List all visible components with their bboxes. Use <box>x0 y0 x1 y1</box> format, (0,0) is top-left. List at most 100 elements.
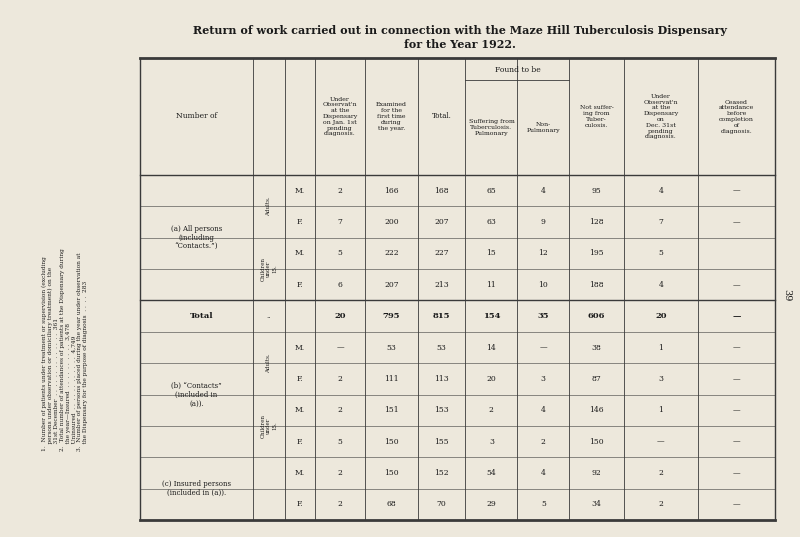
Text: 2: 2 <box>338 469 342 477</box>
Text: Ceased
attendance
before
completion
of
diagnosis.: Ceased attendance before completion of d… <box>719 99 754 134</box>
Text: 14: 14 <box>486 344 496 352</box>
Text: M.: M. <box>295 469 305 477</box>
Text: for the Year 1922.: for the Year 1922. <box>404 39 516 49</box>
Text: —: — <box>657 438 665 446</box>
Text: 87: 87 <box>592 375 602 383</box>
Text: 3: 3 <box>489 438 494 446</box>
Text: 213: 213 <box>434 281 449 289</box>
Text: 65: 65 <box>486 187 496 195</box>
Text: 188: 188 <box>589 281 604 289</box>
Text: Children
under
15.: Children under 15. <box>261 414 277 438</box>
Text: ..: .. <box>266 312 271 320</box>
Text: M.: M. <box>295 406 305 414</box>
Text: M.: M. <box>295 344 305 352</box>
Text: 9: 9 <box>541 218 546 226</box>
Text: 150: 150 <box>384 469 398 477</box>
Text: 12: 12 <box>538 249 548 257</box>
Text: 4: 4 <box>541 406 546 414</box>
Text: —: — <box>733 281 740 289</box>
Text: 6: 6 <box>338 281 342 289</box>
Text: M.: M. <box>295 187 305 195</box>
Text: —: — <box>733 187 740 195</box>
Text: 15: 15 <box>486 249 496 257</box>
Text: M.: M. <box>295 249 305 257</box>
Text: 150: 150 <box>589 438 604 446</box>
Text: Not suffer-
ing from
Tuber-
culosis.: Not suffer- ing from Tuber- culosis. <box>579 105 614 128</box>
Text: 7: 7 <box>658 218 663 226</box>
Text: 3: 3 <box>658 375 663 383</box>
Text: 5: 5 <box>338 438 342 446</box>
Text: (c) Insured persons
(included in (a)).: (c) Insured persons (included in (a)). <box>162 480 231 497</box>
Text: 2: 2 <box>338 406 342 414</box>
Text: 3: 3 <box>541 375 546 383</box>
Text: 1: 1 <box>658 344 663 352</box>
Text: (a) All persons
(including
“Contacts.”): (a) All persons (including “Contacts.”) <box>171 224 222 251</box>
Text: 68: 68 <box>386 500 396 509</box>
Text: 111: 111 <box>384 375 398 383</box>
Text: 154: 154 <box>482 312 500 320</box>
Text: —: — <box>732 312 741 320</box>
Text: 20: 20 <box>486 375 496 383</box>
Text: F.: F. <box>297 500 303 509</box>
Text: F.: F. <box>297 218 303 226</box>
Text: Under
Observat'n
at the
Dispensary
on
Dec. 31st
pending
diagnosis.: Under Observat'n at the Dispensary on De… <box>643 93 678 139</box>
Text: 207: 207 <box>434 218 449 226</box>
Text: (b) “Contacts”
(included in
(a)).: (b) “Contacts” (included in (a)). <box>171 381 222 408</box>
Text: 128: 128 <box>589 218 604 226</box>
Text: —: — <box>539 344 547 352</box>
Text: 1.  Number of patients under treatment or supervision (excluding
    persons und: 1. Number of patients under treatment or… <box>42 249 88 452</box>
Text: Found to be: Found to be <box>494 66 540 74</box>
Text: —: — <box>733 375 740 383</box>
Text: 168: 168 <box>434 187 449 195</box>
Text: F.: F. <box>297 438 303 446</box>
Text: 38: 38 <box>591 344 602 352</box>
Text: 200: 200 <box>384 218 398 226</box>
Text: Non-
Pulmonary: Non- Pulmonary <box>526 122 560 133</box>
Text: Adults.: Adults. <box>266 353 271 373</box>
Text: 195: 195 <box>589 249 604 257</box>
Text: 155: 155 <box>434 438 449 446</box>
Text: —: — <box>733 406 740 414</box>
Text: 2: 2 <box>338 375 342 383</box>
Text: 53: 53 <box>386 344 396 352</box>
Text: 2: 2 <box>338 500 342 509</box>
Text: 152: 152 <box>434 469 449 477</box>
Text: 166: 166 <box>384 187 398 195</box>
Text: 54: 54 <box>486 469 496 477</box>
Text: F.: F. <box>297 281 303 289</box>
Text: —: — <box>733 469 740 477</box>
Text: Total.: Total. <box>432 112 452 120</box>
Text: 207: 207 <box>384 281 398 289</box>
Text: 1: 1 <box>658 406 663 414</box>
Text: 5: 5 <box>658 249 663 257</box>
Text: Suffering from
Tuberculosis.
Pulmonary: Suffering from Tuberculosis. Pulmonary <box>469 119 514 136</box>
Text: 95: 95 <box>592 187 602 195</box>
Text: 2: 2 <box>658 500 663 509</box>
Text: Examined
for the
first time
during
the year.: Examined for the first time during the y… <box>376 103 407 130</box>
Text: 2: 2 <box>541 438 546 446</box>
Text: 53: 53 <box>437 344 446 352</box>
Text: 4: 4 <box>541 469 546 477</box>
Text: 4: 4 <box>658 281 663 289</box>
Text: Adults.: Adults. <box>266 197 271 216</box>
Text: 227: 227 <box>434 249 449 257</box>
Text: 92: 92 <box>592 469 602 477</box>
Text: 11: 11 <box>486 281 496 289</box>
Text: 151: 151 <box>384 406 398 414</box>
Text: —: — <box>733 500 740 509</box>
Text: 70: 70 <box>437 500 446 509</box>
Text: 4: 4 <box>541 187 546 195</box>
Text: —: — <box>733 218 740 226</box>
Text: Number of: Number of <box>176 112 217 120</box>
Text: F.: F. <box>297 375 303 383</box>
Text: 5: 5 <box>541 500 546 509</box>
Text: 150: 150 <box>384 438 398 446</box>
Text: 2: 2 <box>658 469 663 477</box>
Text: 39: 39 <box>782 289 791 301</box>
Text: 222: 222 <box>384 249 398 257</box>
Text: 10: 10 <box>538 281 548 289</box>
Text: 815: 815 <box>433 312 450 320</box>
Text: 2: 2 <box>338 187 342 195</box>
Text: 4: 4 <box>658 187 663 195</box>
Text: 5: 5 <box>338 249 342 257</box>
